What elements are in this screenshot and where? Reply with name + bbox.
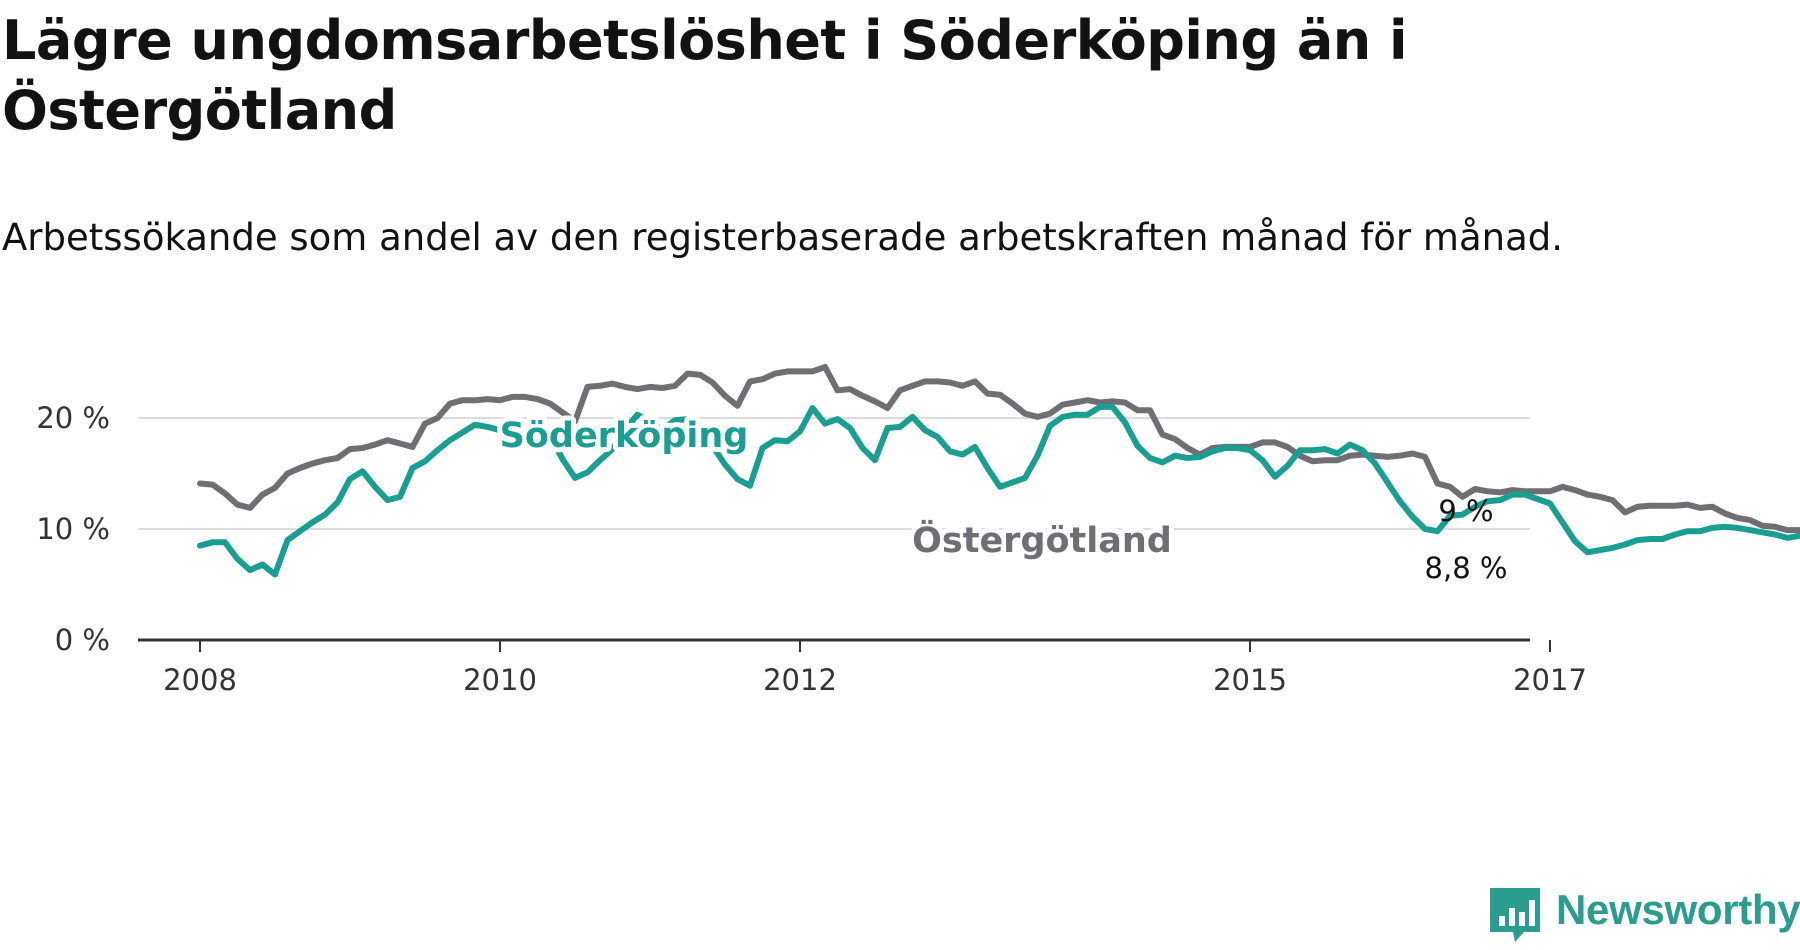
x-tick-label: 2015	[1213, 663, 1287, 697]
y-tick-label: 10 %	[36, 512, 110, 546]
y-tick-label: 20 %	[36, 401, 110, 435]
x-axis: 20082010201220152017202020222024	[138, 638, 1587, 697]
series-line	[197, 363, 1800, 534]
series-name-label: Söderköping	[500, 416, 749, 456]
brand-name: Newsworthy	[1556, 886, 1800, 933]
end-value-label: 8,8 %	[1425, 551, 1508, 585]
series-labels: Söderköping Östergötland 9 % 8,8 %	[495, 411, 1508, 585]
series-lines	[197, 363, 1800, 578]
bar-chart-speech-bubble-icon	[1490, 888, 1540, 942]
gridlines	[138, 417, 1530, 530]
y-axis-ticks: 0 % 10 % 20 %	[36, 401, 110, 657]
series-line	[197, 403, 1800, 578]
chart-title: Lägre ungdomsarbetslöshet i Söderköping …	[2, 9, 1408, 142]
y-tick-label: 0 %	[55, 623, 110, 657]
x-tick-label: 2012	[763, 663, 837, 697]
series-name-label: Östergötland	[912, 519, 1172, 561]
chart-subtitle: Arbetssökande som andel av den registerb…	[2, 216, 1563, 259]
newsworthy-logo[interactable]: Newsworthy	[1486, 884, 1800, 944]
x-tick-label: 2008	[163, 663, 237, 697]
x-tick-label: 2017	[1513, 663, 1587, 697]
x-tick-label: 2010	[463, 663, 537, 697]
end-value-label: 9 %	[1438, 494, 1493, 528]
